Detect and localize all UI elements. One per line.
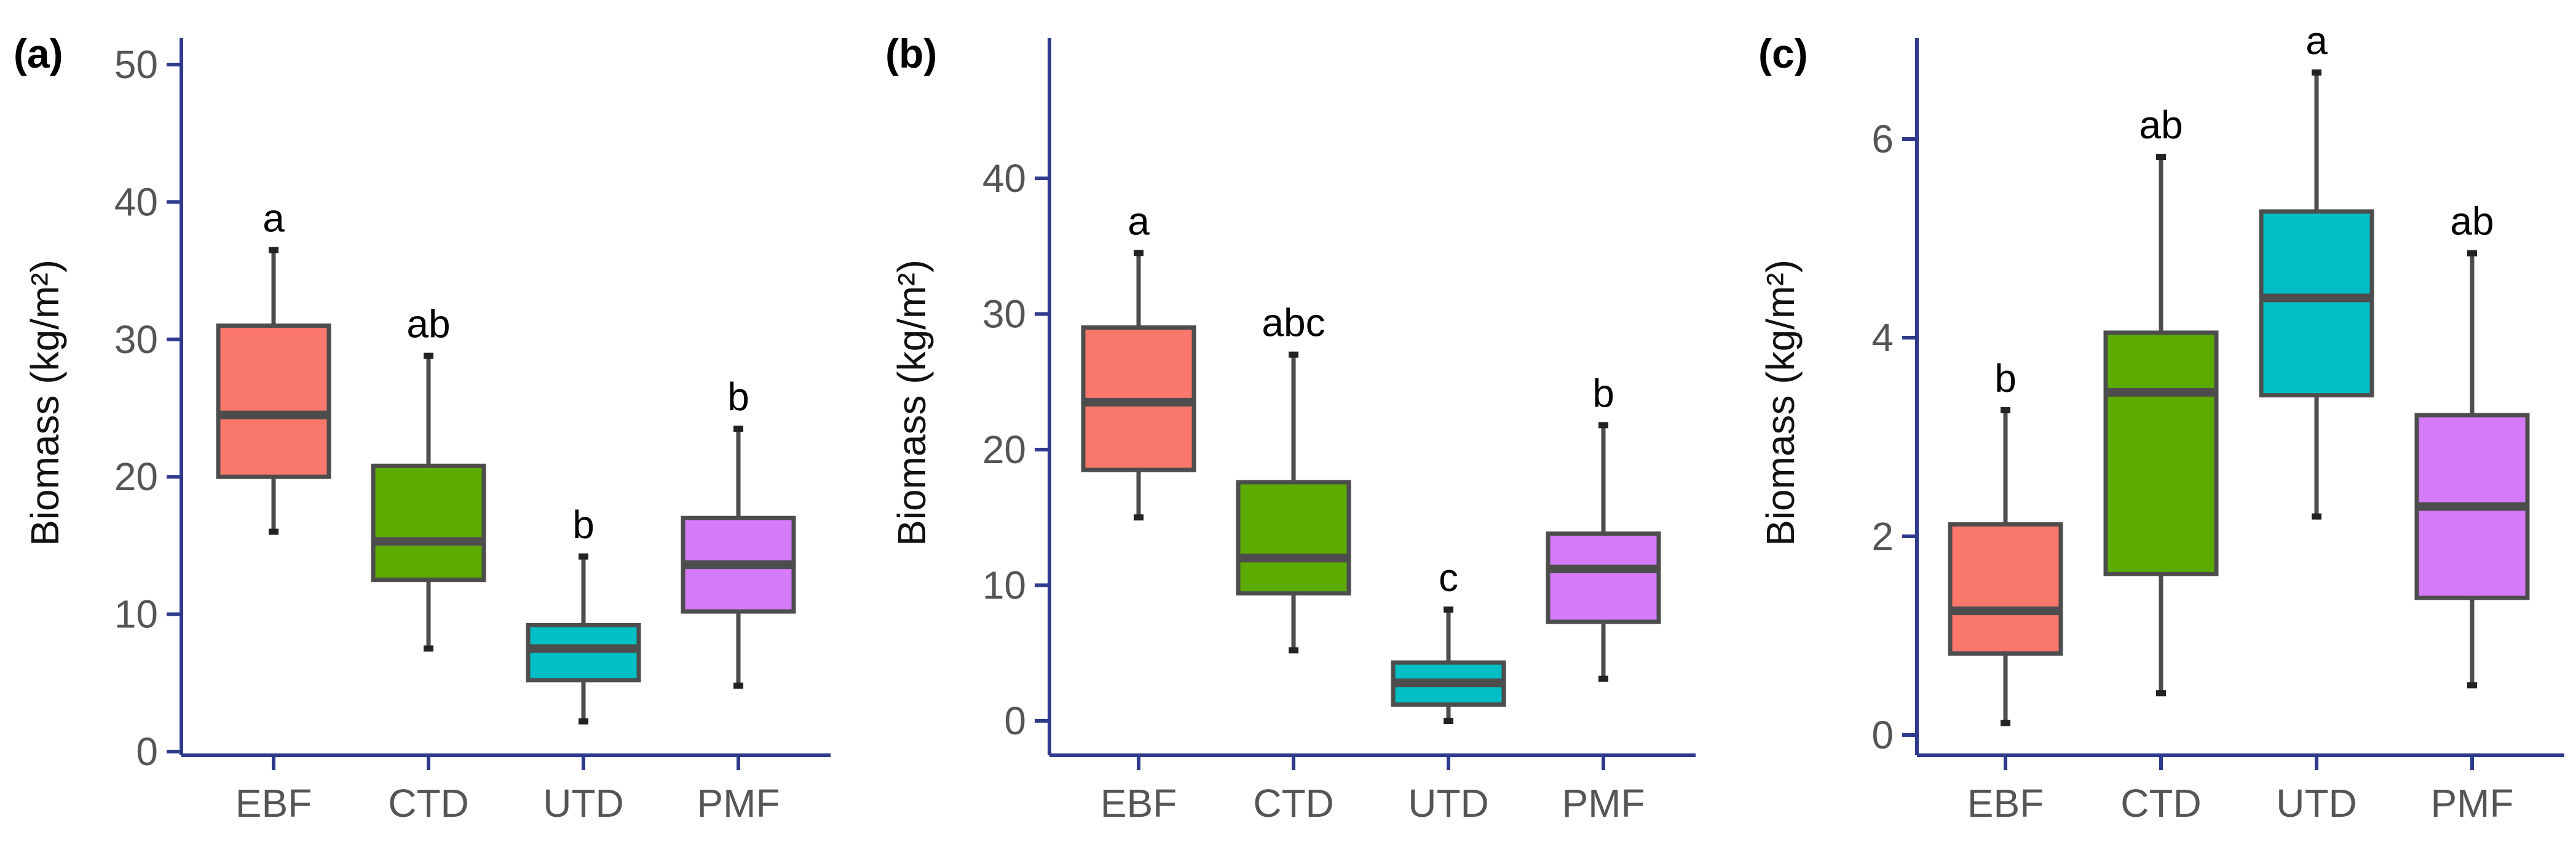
significance-letter: b — [1994, 356, 2017, 400]
y-tick-label: 20 — [982, 427, 1026, 472]
x-tick-label: PMF — [2430, 781, 2513, 825]
y-tick-label: 10 — [114, 592, 158, 637]
x-tick-label: CTD — [388, 781, 469, 825]
y-tick-label: 0 — [1004, 699, 1026, 743]
panel-c: (c) Biomass (kg/m²) 0 2 4 6 EBF b CTD ab UTD a PMF ab — [1758, 18, 2564, 825]
y-axis-label: Biomass (kg/m²) — [890, 260, 934, 546]
panel-label: (c) — [1758, 31, 1808, 76]
box-ctd: CTD abc — [1236, 301, 1351, 825]
box-ebf: EBF a — [1081, 199, 1196, 825]
y-tick-label: 30 — [982, 292, 1026, 336]
y-tick-label: 2 — [1871, 514, 1894, 558]
box-ebf: EBF b — [1948, 356, 2063, 825]
y-tick-label: 40 — [114, 180, 158, 224]
box-pmf: PMF ab — [2414, 199, 2530, 825]
x-tick-label: EBF — [1100, 781, 1177, 825]
y-axis-label: Biomass (kg/m²) — [1758, 260, 1803, 546]
iqr-box — [1948, 522, 2063, 656]
box-utd: UTD b — [526, 502, 641, 825]
significance-letter: a — [1128, 199, 1150, 243]
x-tick-label: EBF — [1967, 781, 2044, 825]
significance-letter: a — [2305, 18, 2328, 63]
iqr-box — [216, 323, 331, 479]
y-tick-label: 10 — [982, 563, 1026, 608]
x-tick-label: UTD — [543, 781, 624, 825]
iqr-box — [2103, 330, 2219, 576]
box-ebf: EBF a — [216, 196, 331, 825]
iqr-box — [1546, 531, 1661, 624]
panel-label: (b) — [885, 31, 937, 76]
box-ctd: CTD ab — [2103, 103, 2219, 825]
y-tick-label: 0 — [136, 729, 158, 774]
box-utd: UTD a — [2259, 18, 2374, 825]
significance-letter: b — [727, 375, 749, 419]
y-tick-label: 30 — [114, 317, 158, 362]
x-tick-label: CTD — [1253, 781, 1334, 825]
significance-letter: b — [572, 502, 595, 547]
panel-b: (b) Biomass (kg/m²) 0 10 20 30 40 EBF a CTD abc UTD… — [885, 31, 1696, 825]
iqr-box — [1236, 480, 1351, 596]
x-tick-label: UTD — [1408, 781, 1489, 825]
panel-a: (a) Biomass (kg/m²) 0 10 20 30 40 50 EBF a CTD ab UT… — [14, 31, 831, 825]
y-axis-label: Biomass (kg/m²) — [23, 260, 67, 546]
y-tick-label: 50 — [114, 42, 158, 87]
x-tick-label: PMF — [697, 781, 780, 825]
x-tick-label: UTD — [2276, 781, 2357, 825]
box-ctd: CTD ab — [371, 302, 486, 825]
panel-label: (a) — [14, 31, 63, 76]
x-tick-label: CTD — [2120, 781, 2202, 825]
significance-letter: ab — [2450, 199, 2494, 244]
significance-letter: ab — [406, 302, 450, 346]
significance-letter: b — [1592, 371, 1614, 415]
y-tick-label: 40 — [982, 156, 1026, 201]
y-tick-label: 4 — [1871, 316, 1894, 360]
significance-letter: ab — [2139, 103, 2183, 147]
x-tick-label: PMF — [1562, 781, 1645, 825]
iqr-box — [371, 463, 486, 582]
box-utd: UTD c — [1391, 555, 1506, 825]
significance-letter: abc — [1262, 301, 1325, 345]
box-pmf: PMF b — [1546, 371, 1661, 825]
y-tick-label: 0 — [1871, 713, 1894, 757]
iqr-box — [2259, 209, 2374, 398]
y-tick-label: 6 — [1871, 117, 1894, 161]
significance-letter: c — [1439, 555, 1458, 600]
box-pmf: PMF b — [681, 375, 796, 825]
x-tick-label: EBF — [235, 781, 312, 825]
y-tick-label: 20 — [114, 455, 158, 499]
significance-letter: a — [263, 196, 285, 240]
